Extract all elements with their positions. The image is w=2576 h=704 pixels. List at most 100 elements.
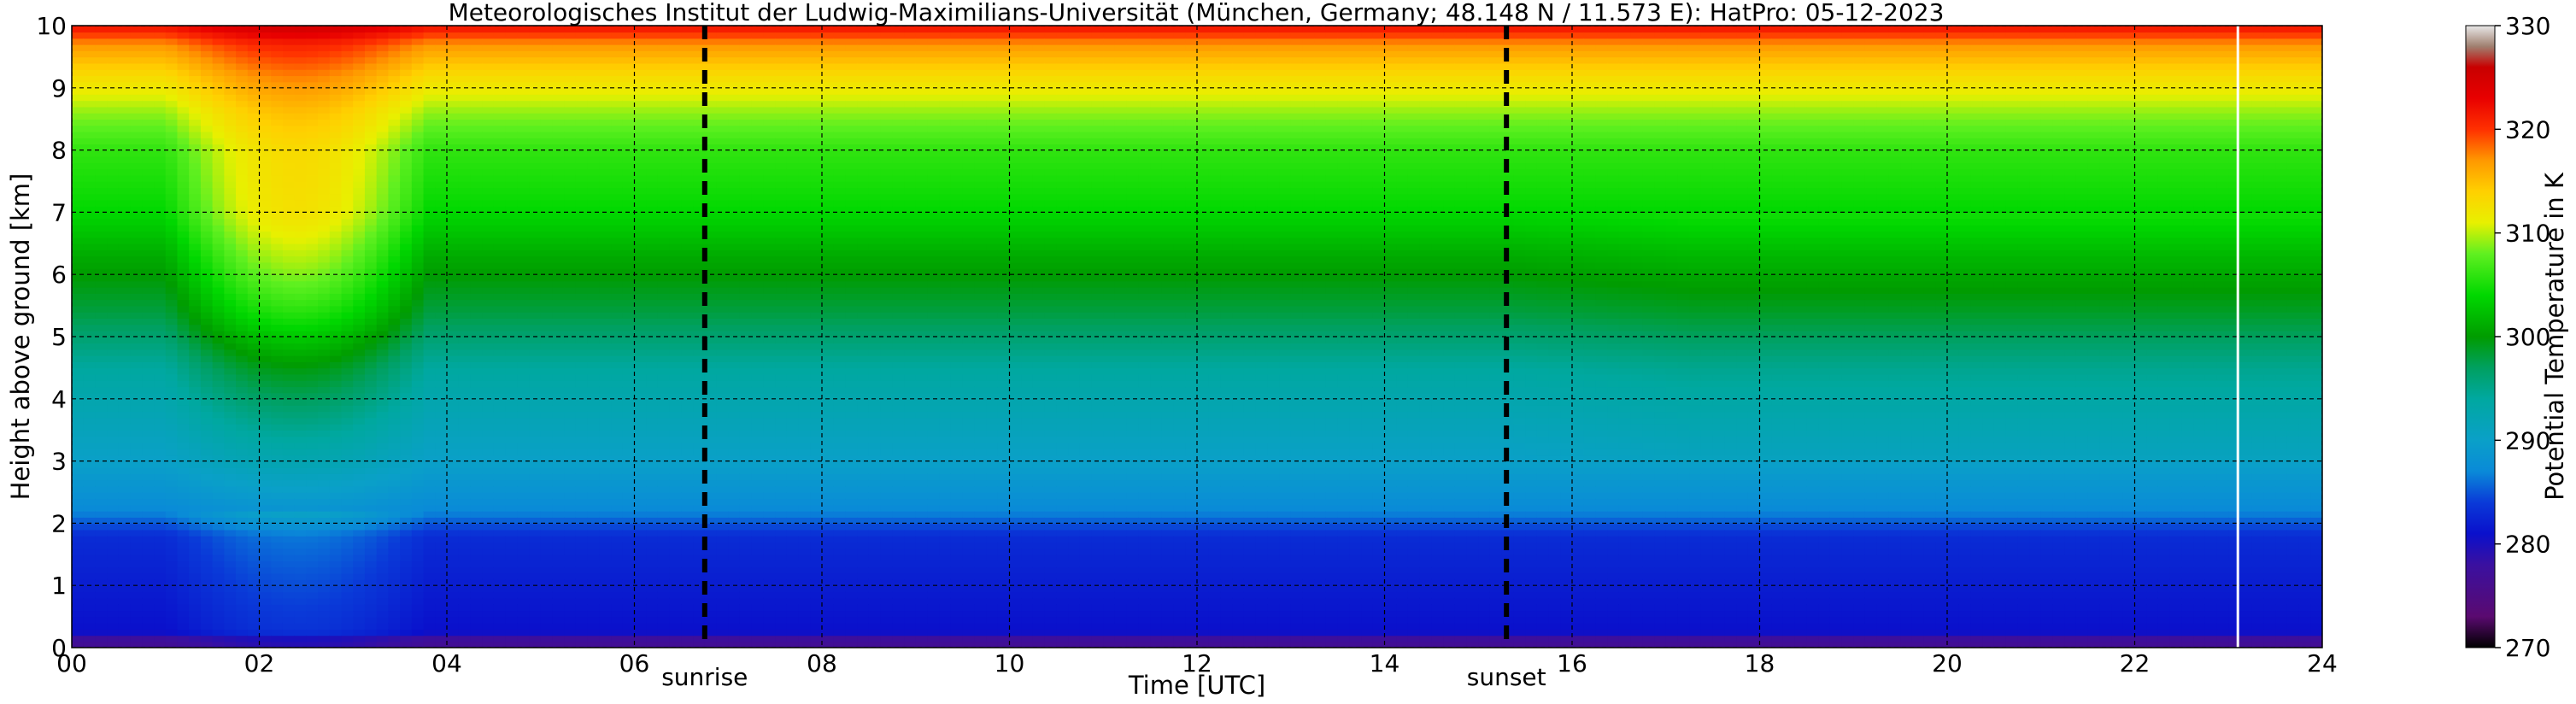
heatmap-cell [107, 585, 120, 593]
heatmap-cell [540, 616, 554, 624]
heatmap-cell [107, 542, 120, 549]
heatmap-cell [529, 504, 542, 512]
heatmap-cell [435, 87, 448, 95]
heatmap-cell [165, 411, 179, 419]
heatmap-cell [482, 38, 495, 45]
heatmap-cell [400, 150, 413, 157]
heatmap-cell [259, 81, 273, 89]
heatmap-cell [271, 386, 284, 394]
heatmap-cell [400, 94, 413, 102]
heatmap-cell [435, 305, 448, 313]
heatmap-cell [388, 81, 401, 89]
heatmap-cell [646, 635, 659, 642]
heatmap-cell [611, 187, 624, 195]
heatmap-cell [353, 386, 366, 394]
heatmap-cell [400, 337, 413, 344]
heatmap-cell [130, 641, 144, 648]
heatmap-cell [107, 379, 120, 388]
heatmap-cell [447, 305, 460, 313]
heatmap-cell [517, 517, 530, 525]
heatmap-cell [282, 62, 296, 70]
heatmap-cell [435, 629, 448, 637]
heatmap-cell [189, 81, 202, 89]
heatmap-cell [622, 597, 636, 605]
heatmap-cell [622, 75, 636, 83]
heatmap-cell [329, 50, 343, 58]
heatmap-cell [376, 243, 390, 250]
heatmap-cell [72, 255, 85, 263]
heatmap-cell [189, 449, 202, 456]
heatmap-cell [177, 578, 190, 586]
heatmap-cell [247, 32, 261, 39]
heatmap-cell [529, 168, 542, 176]
heatmap-cell [493, 379, 507, 388]
heatmap-cell [271, 155, 284, 163]
heatmap-cell [236, 206, 249, 214]
heatmap-cell [83, 548, 97, 555]
heatmap-cell [564, 106, 577, 114]
heatmap-cell [259, 548, 273, 555]
heatmap-cell [376, 324, 390, 331]
heatmap-cell [130, 337, 144, 344]
heatmap-cell [493, 529, 507, 537]
heatmap-cell [165, 231, 179, 238]
heatmap-cell [142, 206, 155, 214]
heatmap-cell [552, 479, 565, 487]
heatmap-cell [447, 131, 460, 138]
heatmap-cell [294, 218, 308, 226]
heatmap-cell [83, 492, 97, 500]
heatmap-cell [130, 578, 144, 586]
heatmap-cell [611, 629, 624, 637]
heatmap-cell [376, 280, 390, 288]
heatmap-cell [447, 405, 460, 413]
heatmap-cell [435, 610, 448, 618]
heatmap-cell [329, 324, 343, 331]
heatmap-cell [575, 572, 589, 580]
heatmap-cell [646, 510, 659, 518]
heatmap-cell [306, 349, 319, 356]
heatmap-cell [634, 510, 648, 518]
heatmap-cell [482, 367, 495, 375]
heatmap-cell [470, 510, 483, 518]
heatmap-cell [130, 119, 144, 126]
heatmap-cell [259, 616, 273, 624]
heatmap-cell [482, 75, 495, 83]
heatmap-cell [142, 566, 155, 574]
heatmap-cell [634, 610, 648, 618]
heatmap-cell [388, 50, 401, 58]
heatmap-cell [353, 367, 366, 375]
heatmap-cell [622, 548, 636, 555]
heatmap-cell [306, 50, 319, 58]
heatmap-cell [540, 193, 554, 201]
heatmap-cell [376, 485, 390, 493]
heatmap-cell [364, 461, 378, 468]
heatmap-cell [552, 94, 565, 102]
heatmap-cell [341, 604, 355, 612]
heatmap-cell [189, 517, 202, 525]
heatmap-cell [552, 112, 565, 120]
heatmap-cell [236, 485, 249, 493]
heatmap-cell [282, 299, 296, 307]
heatmap-cell [529, 68, 542, 77]
heatmap-cell [154, 585, 167, 593]
heatmap-cell [329, 641, 343, 648]
heatmap-cell [611, 181, 624, 189]
heatmap-cell [400, 249, 413, 257]
heatmap-cell [622, 181, 636, 189]
heatmap-cell [107, 343, 120, 350]
heatmap-cell [529, 125, 542, 132]
heatmap-cell [482, 566, 495, 574]
heatmap-cell [587, 398, 601, 406]
heatmap-cell [83, 305, 97, 313]
heatmap-cell [107, 616, 120, 624]
heatmap-cell [341, 237, 355, 244]
heatmap-cell [341, 119, 355, 126]
heatmap-cell [529, 529, 542, 537]
heatmap-cell [353, 255, 366, 263]
heatmap-cell [95, 81, 108, 89]
heatmap-cell [282, 517, 296, 525]
heatmap-cell [224, 44, 237, 51]
heatmap-cell [259, 187, 273, 195]
heatmap-cell [482, 548, 495, 555]
heatmap-cell [423, 479, 437, 487]
